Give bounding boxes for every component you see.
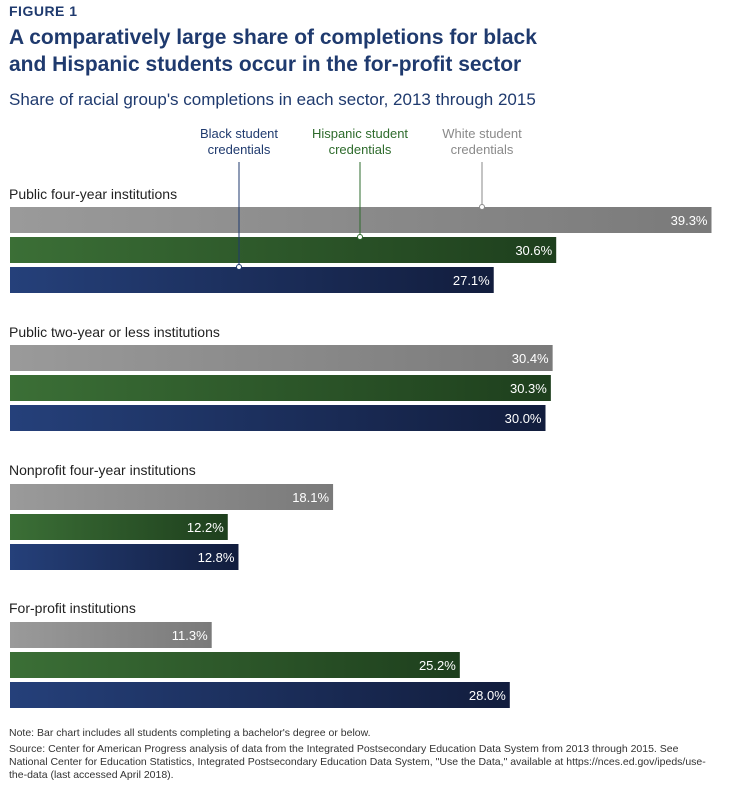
figure-label: FIGURE 1: [9, 3, 78, 19]
bar-hispanic-2: [10, 514, 228, 540]
bar-label-hispanic-2: 12.2%: [187, 520, 224, 535]
chart-title: A comparatively large share of completio…: [9, 26, 537, 76]
category-label-nonprofit: Nonprofit four-year institutions: [9, 462, 196, 478]
bar-hispanic-3: [10, 652, 460, 678]
chart-source: Source: Center for American Progress ana…: [9, 743, 706, 781]
bar-hispanic-1: [10, 375, 551, 401]
bar-label-hispanic-0: 30.6%: [515, 243, 552, 258]
bar-label-black-2: 12.8%: [198, 550, 235, 565]
bar-label-black-3: 28.0%: [469, 688, 506, 703]
bar-hispanic-0: [10, 237, 557, 263]
bar-label-hispanic-3: 25.2%: [419, 658, 456, 673]
bar-label-white-3: 11.3%: [172, 628, 208, 643]
bar-white-0: [10, 207, 712, 233]
bar-white-2: [10, 484, 334, 510]
legend-leader-dot-white: [479, 204, 485, 210]
bar-white-1: [10, 345, 553, 371]
bar-label-black-1: 30.0%: [505, 411, 542, 426]
chart-note: Note: Bar chart includes all students co…: [9, 727, 371, 739]
category-label-public-two-year: Public two-year or less institutions: [9, 324, 220, 340]
bar-label-white-1: 30.4%: [512, 351, 549, 366]
bar-label-white-0: 39.3%: [671, 213, 708, 228]
bar-black-1: [10, 405, 546, 431]
category-label-public-four-year: Public four-year institutions: [9, 186, 178, 202]
category-label-for-profit: For-profit institutions: [9, 600, 136, 616]
bar-label-black-0: 27.1%: [453, 273, 490, 288]
bar-label-hispanic-1: 30.3%: [510, 381, 547, 396]
legend-black: Black student credentials: [199, 126, 279, 157]
legend-leader-dot-black: [236, 264, 242, 270]
legend-leader-dot-hispanic: [357, 234, 363, 240]
legend-hispanic: Hispanic student credentials: [311, 126, 409, 157]
bar-label-white-2: 18.1%: [292, 490, 329, 505]
bar-black-0: [10, 267, 494, 293]
bar-black-2: [10, 544, 239, 570]
legend-white: White student credentials: [442, 126, 522, 157]
bar-white-3: [10, 622, 212, 648]
bar-black-3: [10, 682, 510, 708]
chart-subtitle: Share of racial group's completions in e…: [9, 90, 536, 109]
